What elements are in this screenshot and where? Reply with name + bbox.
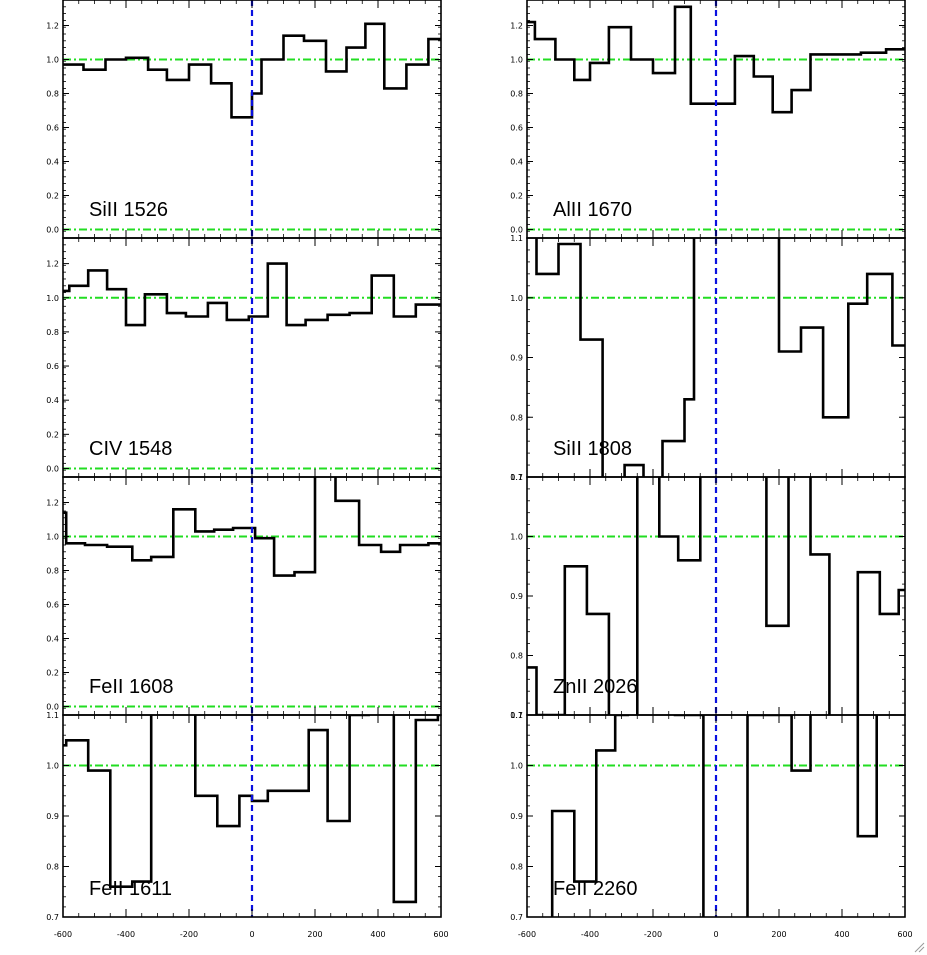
y-tick-label: 1.0 (510, 56, 523, 65)
spectrum-panel: 0.7 0.8 0.9 1.0 1.1 -600 -400 -200 0 200 400 600 FeI… (46, 711, 448, 939)
ion-label: ZnII 2026 (553, 676, 638, 698)
x-tick-label: 400 (834, 930, 849, 939)
y-tick-label: 0.2 (46, 192, 59, 201)
flux-spectrum (63, 262, 441, 327)
ion-label: FeII 1608 (89, 676, 174, 698)
y-tick-label: 0.6 (46, 124, 59, 133)
y-tick-label: 0.7 (46, 913, 59, 922)
ion-label: FeII 1611 (89, 878, 172, 900)
x-tick-label: 600 (897, 930, 912, 939)
ion-label: CIV 1548 (89, 438, 172, 460)
y-tick-label: 0.0 (46, 226, 59, 235)
spectrum-panel: 0.7 0.8 0.9 1.0 1.1 -600 -400 -200 0 200 400 600 FeI… (510, 711, 912, 939)
spectrum-panel: 0.7 0.8 0.9 1.0 1.1 ZnII 2026 (510, 473, 906, 720)
y-tick-label: 0.4 (46, 396, 59, 405)
x-tick-label: -600 (518, 930, 536, 939)
y-tick-label: 1.0 (510, 762, 523, 771)
x-tick-label: 200 (307, 930, 322, 939)
y-tick-label: 0.8 (510, 863, 523, 872)
flux-spectrum (527, 477, 905, 715)
x-tick-label: -400 (117, 930, 135, 939)
ion-label: FeII 2260 (553, 878, 638, 900)
spectrum-panel: 0.7 0.8 0.9 1.0 1.1 SiII 1808 (510, 234, 906, 482)
flux-spectrum (550, 715, 878, 917)
flux-spectrum (63, 477, 441, 577)
x-tick-label: -200 (180, 930, 198, 939)
flux-spectrum (527, 5, 905, 114)
y-tick-label: 1.0 (46, 294, 59, 303)
y-tick-label: 1.0 (46, 762, 59, 771)
y-tick-label: 0.9 (46, 812, 59, 821)
y-tick-label: 1.1 (510, 711, 523, 720)
y-tick-label: 0.2 (46, 669, 59, 678)
y-tick-label: 0.8 (46, 90, 59, 99)
y-tick-label: 1.0 (46, 533, 59, 542)
x-tick-label: -600 (54, 930, 72, 939)
y-tick-label: 1.2 (46, 22, 59, 31)
resize-grip-icon[interactable] (913, 941, 925, 953)
x-tick-label: 0 (249, 930, 254, 939)
y-tick-label: 0.4 (46, 158, 59, 167)
spectrum-panel: 0.0 0.2 0.4 0.6 0.8 1.0 1.2 CIV 1548 (46, 237, 442, 478)
x-tick-label: 600 (433, 930, 448, 939)
y-tick-label: 1.2 (46, 499, 59, 508)
y-tick-label: 0.8 (510, 90, 523, 99)
y-tick-label: 1.0 (46, 56, 59, 65)
x-tick-label: 0 (713, 930, 718, 939)
y-tick-label: 1.2 (46, 260, 59, 269)
y-tick-label: 1.2 (510, 22, 523, 31)
y-tick-label: 1.1 (510, 234, 523, 243)
y-tick-label: 0.0 (46, 703, 59, 712)
y-tick-label: 0.9 (510, 354, 523, 363)
y-tick-label: 0.7 (510, 913, 523, 922)
y-tick-label: 1.0 (510, 533, 523, 542)
x-tick-label: 400 (370, 930, 385, 939)
y-tick-label: 0.8 (510, 652, 523, 661)
y-tick-label: 0.2 (46, 430, 59, 439)
y-tick-label: 0.8 (510, 413, 523, 422)
y-tick-label: 0.4 (46, 635, 59, 644)
y-tick-label: 0.2 (510, 192, 523, 201)
spectrum-panel: 0.0 0.2 0.4 0.6 0.8 1.0 1.2 AlII 1670 (510, 0, 906, 239)
y-tick-label: 0.6 (46, 601, 59, 610)
y-tick-label: 0.0 (510, 226, 523, 235)
y-tick-label: 1.1 (46, 711, 59, 720)
x-tick-label: 200 (771, 930, 786, 939)
y-tick-label: 0.0 (46, 464, 59, 473)
spectrum-panel: 0.0 0.2 0.4 0.6 0.8 1.0 1.2 SiII 1526 (46, 0, 442, 239)
y-tick-label: 0.9 (510, 592, 523, 601)
ion-label: AlII 1670 (553, 199, 632, 221)
ion-label: SiII 1808 (553, 438, 632, 460)
flux-spectrum (535, 238, 905, 477)
x-tick-label: -200 (644, 930, 662, 939)
y-tick-label: 0.4 (510, 158, 523, 167)
y-tick-label: 0.6 (46, 362, 59, 371)
spectrum-panel: 0.0 0.2 0.4 0.6 0.8 1.0 1.2 FeII 1608 (46, 476, 442, 716)
y-tick-label: 0.7 (510, 711, 523, 720)
y-tick-label: 1.0 (510, 294, 523, 303)
ion-label: SiII 1526 (89, 199, 168, 221)
y-tick-label: 0.7 (510, 473, 523, 482)
y-tick-label: 0.8 (46, 567, 59, 576)
y-tick-label: 0.9 (510, 812, 523, 821)
y-tick-label: 0.6 (510, 124, 523, 133)
x-tick-label: -400 (581, 930, 599, 939)
y-tick-label: 0.8 (46, 863, 59, 872)
y-tick-label: 1.1 (510, 473, 523, 482)
flux-spectrum (63, 22, 441, 119)
y-tick-label: 0.8 (46, 328, 59, 337)
